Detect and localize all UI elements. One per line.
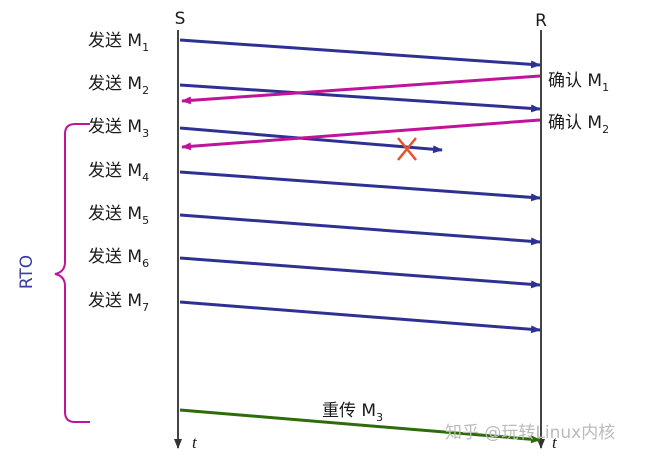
rto-label: RTO bbox=[17, 255, 37, 289]
lost-arrow bbox=[179, 126, 443, 154]
retransmit-label: 重传 M3 bbox=[322, 401, 383, 424]
sender-label: S bbox=[175, 9, 186, 29]
send-label: 发送 M2 bbox=[88, 74, 149, 97]
send-labels: 发送 M1 发送 M2 发送 M3 发送 M4 发送 M5 发送 M6 发送 M7 bbox=[88, 31, 149, 314]
send-label: 发送 M4 bbox=[88, 161, 149, 184]
rto-brace bbox=[54, 123, 90, 423]
send-arrow bbox=[179, 83, 541, 113]
ack-arrow bbox=[181, 118, 541, 151]
receiver-label: R bbox=[535, 11, 547, 31]
retransmit-arrow bbox=[179, 408, 541, 444]
send-label: 发送 M6 bbox=[88, 247, 149, 270]
send-label: 发送 M7 bbox=[88, 291, 149, 314]
send-label: 发送 M5 bbox=[88, 204, 149, 227]
send-arrow bbox=[179, 256, 541, 289]
send-label: 发送 M1 bbox=[88, 31, 149, 54]
watermark: 知乎 @玩转Linux内核 bbox=[445, 423, 615, 443]
send-label: 发送 M3 bbox=[88, 117, 149, 140]
time-label: t bbox=[192, 433, 198, 452]
lines bbox=[54, 30, 545, 449]
send-arrow bbox=[179, 170, 541, 202]
ack-label: 确认 M2 bbox=[548, 113, 609, 136]
loss-mark bbox=[397, 137, 417, 161]
send-arrow bbox=[179, 38, 541, 69]
send-arrow bbox=[179, 213, 541, 246]
ack-arrow bbox=[181, 74, 541, 105]
time-label: t bbox=[552, 433, 558, 452]
send-arrow bbox=[179, 300, 541, 334]
ack-label: 确认 M1 bbox=[548, 71, 609, 94]
